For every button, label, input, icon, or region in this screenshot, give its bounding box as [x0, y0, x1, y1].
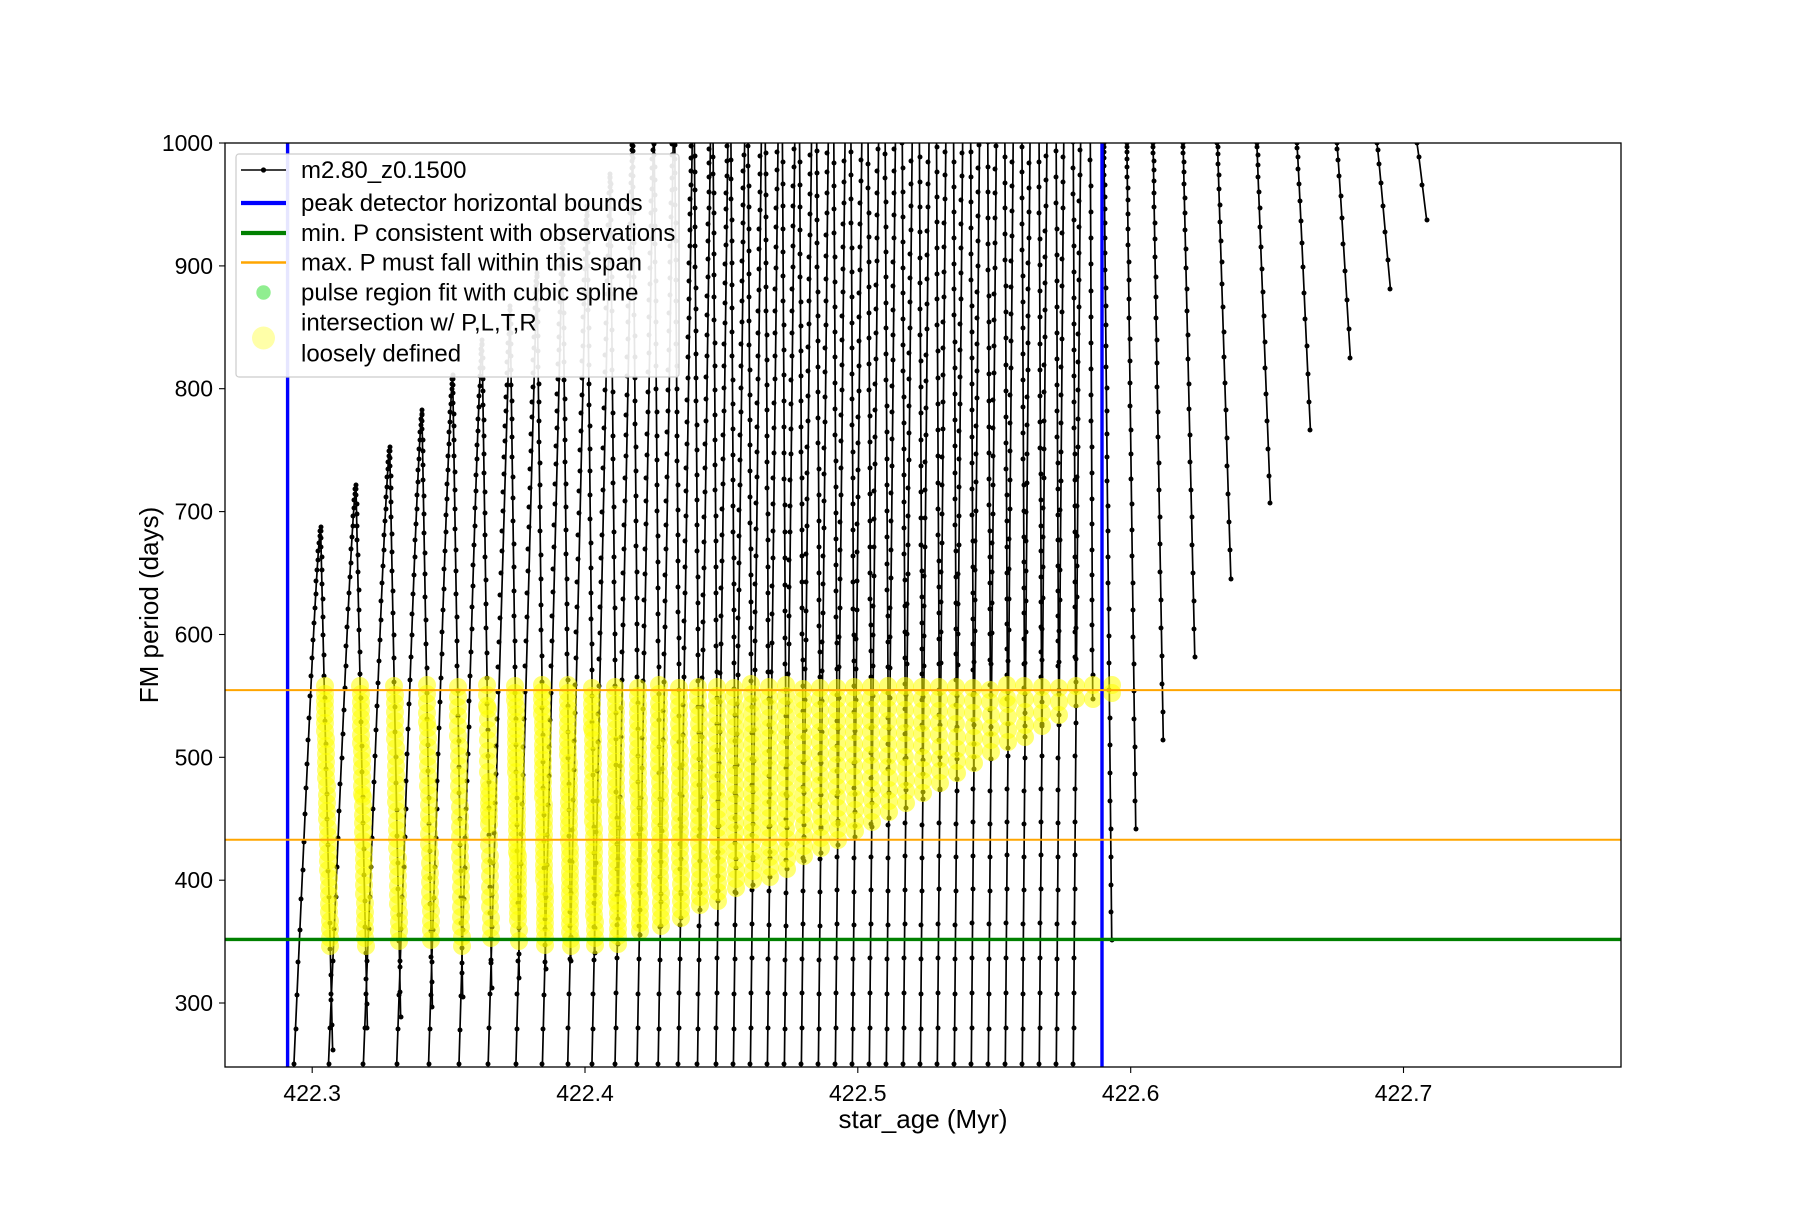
svg-text:intersection w/ P,L,T,R: intersection w/ P,L,T,R — [301, 310, 537, 337]
svg-text:900: 900 — [175, 253, 213, 279]
svg-text:422.7: 422.7 — [1375, 1080, 1433, 1106]
svg-text:pulse region fit with cubic sp: pulse region fit with cubic spline — [301, 280, 639, 307]
svg-text:300: 300 — [175, 990, 213, 1016]
svg-text:422.4: 422.4 — [556, 1080, 614, 1106]
svg-text:500: 500 — [175, 744, 213, 770]
svg-text:loosely defined: loosely defined — [301, 341, 461, 368]
svg-text:600: 600 — [175, 622, 213, 648]
svg-text:422.3: 422.3 — [283, 1080, 341, 1106]
svg-text:star_age (Myr): star_age (Myr) — [838, 1104, 1007, 1134]
svg-text:400: 400 — [175, 867, 213, 893]
svg-text:max. P must fall within this s: max. P must fall within this span — [301, 250, 642, 277]
svg-text:800: 800 — [175, 376, 213, 402]
svg-text:1000: 1000 — [162, 130, 213, 156]
svg-text:FM period (days): FM period (days) — [134, 507, 164, 704]
svg-text:422.5: 422.5 — [829, 1080, 887, 1106]
svg-text:422.6: 422.6 — [1102, 1080, 1160, 1106]
svg-text:peak detector horizontal bound: peak detector horizontal bounds — [301, 190, 643, 217]
svg-text:700: 700 — [175, 499, 213, 525]
svg-text:min. P consistent with observa: min. P consistent with observations — [301, 220, 675, 247]
svg-text:m2.80_z0.1500: m2.80_z0.1500 — [301, 157, 466, 184]
